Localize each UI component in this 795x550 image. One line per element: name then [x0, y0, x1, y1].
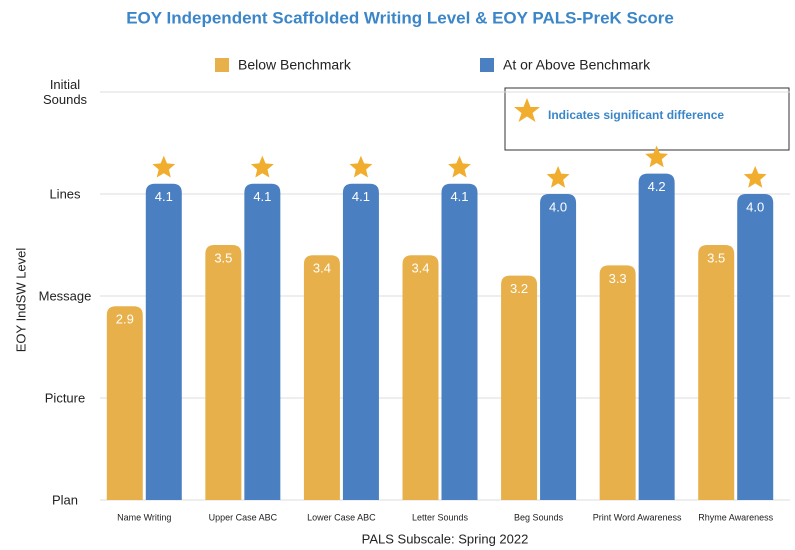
value-label: 3.3	[609, 271, 627, 286]
bar	[638, 173, 675, 500]
bar	[599, 265, 636, 500]
x-tick-label: Rhyme Awareness	[698, 512, 773, 522]
annotation-box	[504, 87, 790, 151]
y-tick-label: Lines	[49, 186, 81, 202]
bar	[501, 275, 538, 500]
bar	[106, 306, 143, 500]
bar	[698, 245, 735, 500]
bar	[342, 183, 379, 501]
value-label: 3.5	[707, 250, 725, 265]
bar	[441, 183, 478, 501]
legend-label: At or Above Benchmark	[503, 57, 651, 73]
y-tick-label: Plan	[51, 492, 79, 508]
bar	[737, 194, 774, 500]
x-tick-label: Upper Case ABC	[209, 512, 278, 522]
value-label: 4.1	[352, 189, 370, 204]
legend-label: Below Benchmark	[238, 57, 352, 73]
bar	[303, 255, 340, 500]
legend-swatch	[480, 58, 494, 72]
value-label: 3.2	[510, 281, 528, 296]
x-tick-label: Print Word Awareness	[593, 512, 682, 522]
significance-star	[349, 155, 373, 178]
value-label: 4.0	[549, 199, 567, 214]
y-tick-label: Message	[38, 288, 92, 304]
y-tick-label: Initial Sounds	[42, 77, 88, 107]
significance-star	[152, 155, 176, 178]
value-label: 3.5	[214, 250, 232, 265]
bar	[540, 194, 577, 500]
value-label: 2.9	[116, 312, 134, 327]
value-label: 4.1	[253, 189, 271, 204]
value-label: 4.2	[648, 179, 666, 194]
x-axis-label: PALS Subscale: Spring 2022	[362, 531, 529, 546]
legend-swatch	[215, 58, 229, 72]
x-tick-label: Beg Sounds	[514, 512, 564, 522]
annotation-text: Indicates significant difference	[548, 108, 724, 122]
value-label: 4.1	[450, 189, 468, 204]
bar	[145, 183, 182, 501]
value-label: 4.0	[746, 199, 764, 214]
significance-star	[250, 155, 274, 178]
y-tick-label: Picture	[44, 390, 86, 406]
chart-title: EOY Independent Scaffolded Writing Level…	[126, 8, 674, 27]
x-tick-label: Lower Case ABC	[307, 512, 376, 522]
bar	[402, 255, 439, 500]
significance-star	[743, 166, 767, 188]
bar	[205, 245, 242, 500]
value-label: 3.4	[313, 261, 331, 276]
significance-star	[448, 155, 471, 178]
y-axis-label: EOY IndSW Level	[13, 248, 28, 353]
bar	[244, 183, 281, 501]
x-tick-label: Name Writing	[117, 512, 171, 522]
annotation-star	[514, 98, 540, 122]
significance-star	[546, 166, 570, 188]
x-tick-label: Letter Sounds	[412, 512, 469, 522]
value-label: 3.4	[411, 261, 429, 276]
significance-star	[645, 145, 669, 168]
value-label: 4.1	[155, 189, 173, 204]
